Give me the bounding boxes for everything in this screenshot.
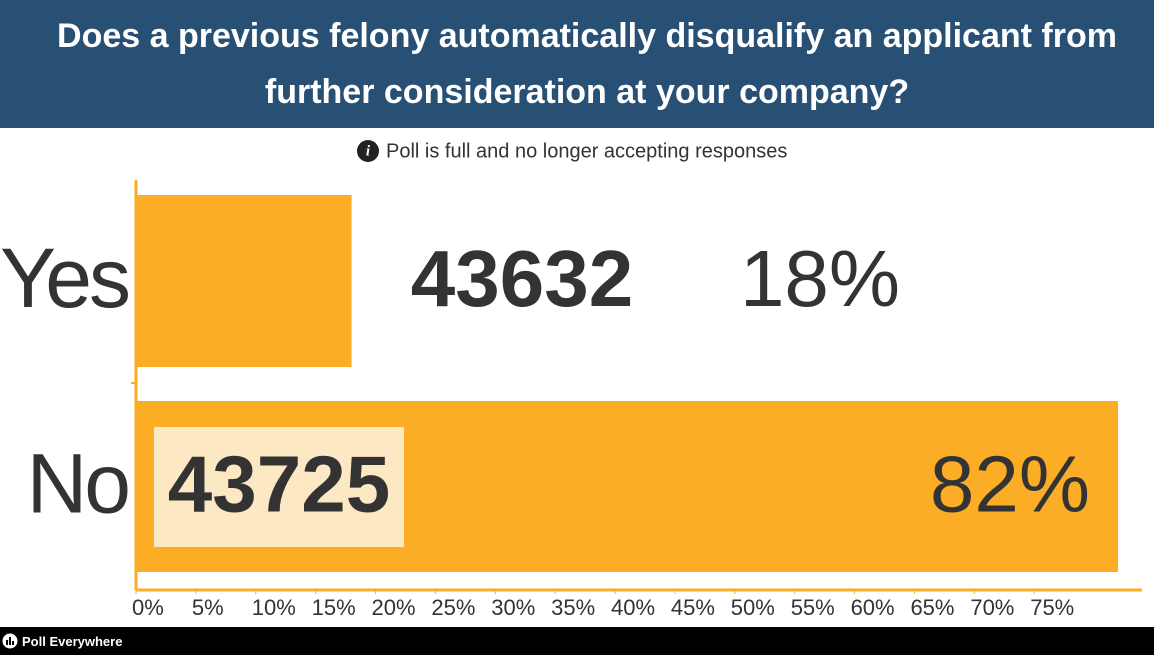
- logo: [2, 633, 18, 649]
- x-tick-label: 65%: [910, 595, 954, 620]
- x-tick-label: 10%: [252, 595, 296, 620]
- count-label: 43725: [168, 440, 390, 529]
- header: Does a previous felony automatically dis…: [0, 0, 1154, 128]
- x-tick-label: 70%: [970, 595, 1014, 620]
- category-label: No: [27, 437, 129, 531]
- percent-label: 18%: [740, 234, 900, 323]
- category-label: Yes: [0, 231, 128, 325]
- footer: Poll Everywhere: [0, 627, 1154, 655]
- x-tick-label: 5%: [192, 595, 224, 620]
- count-label: 43632: [411, 234, 633, 323]
- x-tick-label: 50%: [731, 595, 775, 620]
- x-tick-label: 0%: [132, 595, 164, 620]
- info-icon: [357, 140, 379, 162]
- x-tick-label: 75%: [1030, 595, 1074, 620]
- x-tick-label: 45%: [671, 595, 715, 620]
- x-tick-label: 35%: [551, 595, 595, 620]
- chart: i Poll is full and no longer accepting r…: [0, 140, 1142, 620]
- x-tick-label: 30%: [491, 595, 535, 620]
- info-icon-glyph: i: [366, 143, 371, 159]
- count-label-bg: [154, 427, 404, 547]
- footer-brand: Poll Everywhere: [22, 633, 123, 649]
- percent-label: 82%: [930, 440, 1090, 529]
- x-tick-label: 15%: [312, 595, 356, 620]
- x-tick-label: 55%: [791, 595, 835, 620]
- x-tick-label: 25%: [431, 595, 475, 620]
- x-tick-label: 60%: [851, 595, 895, 620]
- x-tick-label: 40%: [611, 595, 655, 620]
- bar: [136, 195, 352, 367]
- x-tick-label: 20%: [372, 595, 416, 620]
- notice: Poll is full and no longer accepting res…: [386, 140, 787, 162]
- chart-title: Does a previous felony automatically dis…: [57, 17, 1117, 111]
